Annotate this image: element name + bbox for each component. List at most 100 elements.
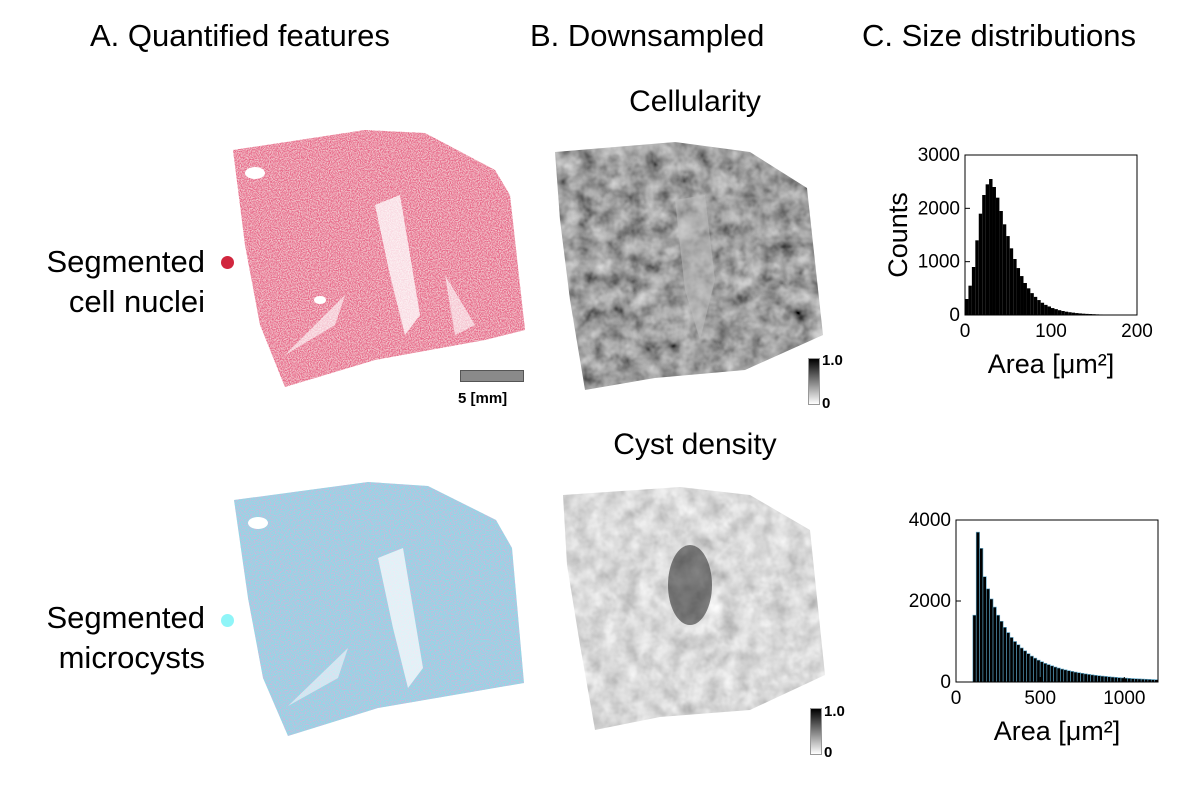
map-title-cyst-density: Cyst density [613, 428, 777, 461]
histogram-bar [1090, 674, 1095, 683]
map-title-cellularity: Cellularity [629, 85, 761, 118]
histogram-bar [992, 187, 996, 315]
histogram-bar [1016, 644, 1021, 683]
histogram-bar [1085, 313, 1089, 315]
histogram-bar [1113, 677, 1118, 683]
histogram-bar [1100, 675, 1105, 683]
histogram-bar [1080, 672, 1085, 683]
histogram-bar [989, 598, 994, 683]
microcyst-size-histogram: 0 500 1000 0 2000 4000 Area [μm²] [909, 510, 1159, 746]
row-label-microcysts-line1: Segmented [46, 600, 205, 635]
histogram-bar [1075, 313, 1079, 315]
row-label-nuclei-line2: cell nuclei [68, 284, 205, 319]
y-tick-label: 3000 [918, 145, 960, 166]
histogram-bar [1039, 661, 1044, 683]
x-axis-label: Area [μm²] [994, 716, 1121, 746]
histogram-bar [1064, 311, 1069, 315]
histogram-bar [1046, 664, 1051, 683]
histogram-bar [1130, 678, 1135, 683]
histogram-bar [1051, 308, 1055, 315]
histogram-bar [975, 531, 980, 683]
histogram-bar [1029, 655, 1034, 683]
histogram-bar [1002, 224, 1007, 315]
histogram-bar [985, 184, 990, 315]
histogram-bar [972, 614, 977, 683]
cyst-density-map [563, 487, 825, 730]
histogram-bar [1071, 312, 1076, 315]
x-axis-label: Area [μm²] [988, 349, 1115, 379]
histogram-bar [986, 588, 990, 683]
histogram-bar [1066, 670, 1071, 683]
cellularity-colorbar-max: 1.0 [822, 352, 843, 369]
histogram-bar [978, 213, 983, 315]
histogram-bar [1023, 283, 1027, 315]
histogram-bar [1053, 666, 1058, 683]
histogram-bar [1060, 668, 1065, 683]
histogram-bar [1054, 309, 1058, 315]
histogram-bar [975, 240, 979, 315]
histogram-bar [1087, 674, 1091, 683]
y-tick-label: 1000 [918, 252, 960, 273]
histogram-bar [1110, 676, 1115, 683]
x-tick-label: 0 [951, 688, 962, 709]
histogram-bar [1006, 236, 1010, 315]
histogram-bar [1081, 313, 1086, 315]
y-axis-label: Counts [883, 192, 913, 278]
y-tick-label: 2000 [918, 198, 960, 219]
cyst-colorbar-max: 1.0 [824, 703, 845, 720]
microcyst-marker-dot [221, 614, 234, 627]
histogram-bar [1117, 677, 1122, 683]
histogram-bar [1107, 676, 1112, 683]
x-tick-label: 1000 [1103, 688, 1145, 709]
histogram-bar [1030, 293, 1034, 315]
histogram-bar [1061, 311, 1065, 315]
histogram-bar [1057, 310, 1062, 315]
histogram-bar [1070, 671, 1075, 683]
histogram-bar [1040, 302, 1045, 315]
nuclei-marker-dot [221, 256, 234, 269]
histogram-bar [1083, 673, 1088, 683]
y-tick-label: 4000 [909, 510, 951, 531]
row-label-nuclei-line1: Segmented [46, 244, 205, 279]
histogram-bar [992, 606, 997, 683]
histogram-bar [1063, 669, 1068, 683]
histogram-bar [1033, 296, 1038, 315]
cyst-colorbar-min: 0 [824, 744, 833, 761]
scale-bar-label: 5 [mm] [458, 390, 508, 407]
cellularity-colorbar [808, 358, 820, 405]
histogram-bar [1023, 650, 1028, 683]
histogram-bar [1078, 313, 1082, 315]
histogram-bar [1037, 300, 1041, 315]
x-tick-label: 100 [1035, 321, 1067, 342]
histogram-bar [968, 285, 972, 315]
histogram-bar [1044, 304, 1048, 315]
histogram-bar [971, 267, 976, 315]
histogram-bar [979, 548, 984, 683]
histogram-bar [965, 299, 969, 315]
histogram-bar [1019, 647, 1024, 683]
histogram-bar [1002, 627, 1007, 683]
histogram-bar [1073, 671, 1078, 683]
histogram-bar [1068, 312, 1072, 315]
histogram-bar [996, 614, 1001, 683]
nuclei-tissue-image [233, 130, 525, 387]
histogram-bar [1026, 653, 1031, 683]
histogram-bar [1043, 663, 1048, 683]
x-tick-label: 0 [960, 321, 971, 342]
histogram-bar [1036, 659, 1041, 683]
header-size-distributions: C. Size distributions [862, 18, 1136, 53]
x-tick-label: 200 [1121, 321, 1153, 342]
y-tick-label: 2000 [909, 591, 951, 612]
histogram-bar [1047, 306, 1051, 315]
y-tick-label: 0 [940, 672, 951, 693]
microcyst-tissue-image [234, 482, 524, 736]
histogram-bar [982, 576, 987, 683]
histogram-bar [989, 179, 993, 315]
histogram-bar [982, 195, 986, 315]
histogram-bar [1026, 288, 1031, 315]
header-downsampled: B. Downsampled [530, 18, 765, 53]
histogram-bar [1006, 632, 1011, 683]
histogram-bar [1049, 665, 1054, 683]
header-quantified-features: A. Quantified features [90, 18, 390, 53]
